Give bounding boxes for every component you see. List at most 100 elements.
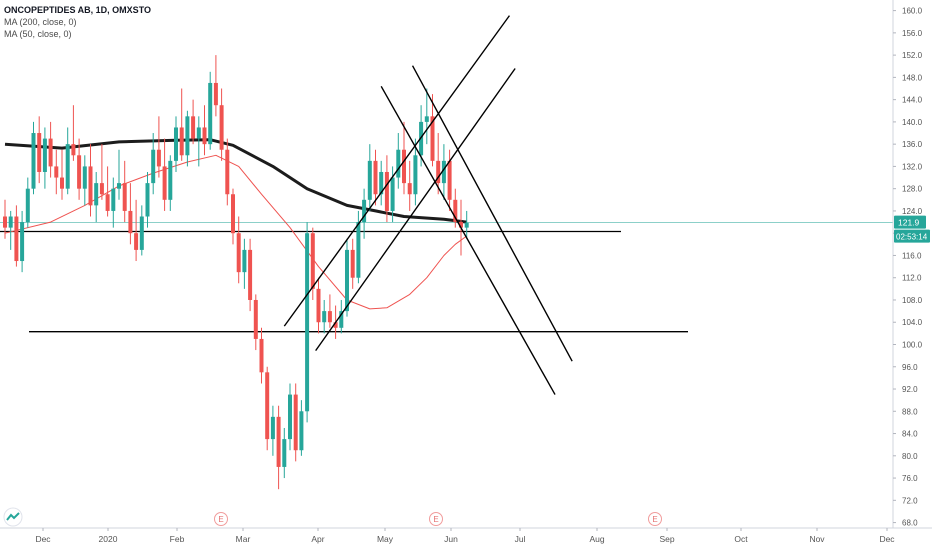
y-tick-label: 104.0 xyxy=(902,318,923,327)
candle-body xyxy=(65,144,70,189)
candle-body xyxy=(99,183,104,195)
earnings-marker-label: E xyxy=(218,515,223,524)
candle xyxy=(25,177,30,228)
candle-body xyxy=(20,222,25,262)
candle-body xyxy=(288,394,292,440)
candle-body xyxy=(60,177,64,189)
candle xyxy=(407,160,412,211)
y-tick-label: 136.0 xyxy=(902,140,923,149)
candle xyxy=(413,138,418,206)
candle xyxy=(225,138,230,206)
y-tick-label: 132.0 xyxy=(902,162,923,171)
x-tick-label: Jul xyxy=(515,534,526,544)
y-tick-label: 128.0 xyxy=(902,185,923,194)
x-tick-label: Jun xyxy=(444,534,458,544)
candle xyxy=(162,138,167,211)
x-tick-label: Dec xyxy=(35,534,51,544)
price-badge-label: 121.9 xyxy=(898,218,920,228)
candle xyxy=(139,205,144,256)
legend-ma50: MA (50, close, 0) xyxy=(4,29,72,39)
candle xyxy=(60,149,64,200)
tradingview-logo-icon[interactable] xyxy=(3,507,23,527)
candle-body xyxy=(179,127,184,156)
candle-body xyxy=(82,166,87,189)
y-tick-label: 124.0 xyxy=(902,207,923,216)
candle xyxy=(236,216,241,284)
candle-body xyxy=(464,222,469,228)
candle-body xyxy=(42,138,47,172)
ma200-line xyxy=(4,138,467,224)
candle xyxy=(453,188,458,228)
candle-body xyxy=(441,160,446,184)
candle xyxy=(37,116,42,184)
y-tick-label: 88.0 xyxy=(902,407,918,416)
candle xyxy=(179,88,184,161)
candle-body xyxy=(117,183,121,189)
candle-body xyxy=(156,149,161,167)
candle xyxy=(282,427,287,479)
horizontal-levels xyxy=(0,222,893,333)
candle-body xyxy=(174,127,178,161)
candle xyxy=(122,160,127,223)
candle xyxy=(402,121,406,195)
candle-body xyxy=(111,188,116,211)
candle-body xyxy=(37,133,42,172)
x-tick-label: Aug xyxy=(589,534,604,544)
candle-body xyxy=(293,394,298,451)
candle xyxy=(88,144,93,217)
candle xyxy=(447,149,452,211)
candle-body xyxy=(345,249,349,312)
candle xyxy=(48,121,53,178)
trendline xyxy=(283,15,511,327)
candle-body xyxy=(339,311,344,328)
candle-body xyxy=(31,133,36,189)
candle xyxy=(259,327,264,384)
y-tick-label: 108.0 xyxy=(902,296,923,305)
candle-body xyxy=(128,210,133,234)
x-tick-label: Mar xyxy=(236,534,251,544)
candle-body xyxy=(333,322,338,328)
candle-body xyxy=(310,233,315,289)
trendlines-layer xyxy=(283,15,573,395)
candle-body xyxy=(122,183,127,211)
candle xyxy=(293,383,298,462)
candle-body xyxy=(168,160,173,200)
countdown-badge-label: 02:53:14 xyxy=(896,233,928,242)
candle-body xyxy=(25,188,30,223)
candle xyxy=(305,222,310,423)
y-tick-label: 80.0 xyxy=(902,452,918,461)
earnings-marker-circle xyxy=(648,512,662,526)
candle-body xyxy=(362,199,367,223)
x-tick-label: May xyxy=(377,534,394,544)
candle xyxy=(299,400,304,456)
candle xyxy=(145,171,150,228)
y-tick-label: 148.0 xyxy=(902,73,923,82)
candle xyxy=(430,94,435,167)
candle xyxy=(231,188,235,245)
x-tick-label: 2020 xyxy=(99,534,118,544)
candle-body xyxy=(185,116,190,156)
candle-body xyxy=(316,288,321,323)
x-tick-label: Oct xyxy=(734,534,748,544)
candle xyxy=(265,366,270,451)
chart-legend: ONCOPEPTIDES AB, 1D, OMXSTO MA (200, clo… xyxy=(4,4,151,40)
candle xyxy=(82,155,87,206)
candle-body xyxy=(151,149,156,184)
y-tick-label: 152.0 xyxy=(902,51,923,60)
y-tick-label: 84.0 xyxy=(902,430,918,439)
candle xyxy=(174,116,178,172)
candle-body xyxy=(3,216,7,228)
candle-body xyxy=(379,171,384,195)
x-tick-label: Dec xyxy=(879,534,895,544)
candle-body xyxy=(162,166,167,200)
earnings-marker-circle xyxy=(214,512,228,526)
candle xyxy=(151,133,156,195)
candle-body xyxy=(407,183,412,195)
candle-body xyxy=(299,411,304,451)
candle xyxy=(31,121,36,195)
candle-body xyxy=(54,166,59,178)
candle-body xyxy=(208,82,213,145)
x-tick-label: Apr xyxy=(311,534,324,544)
candle-body xyxy=(77,155,82,189)
